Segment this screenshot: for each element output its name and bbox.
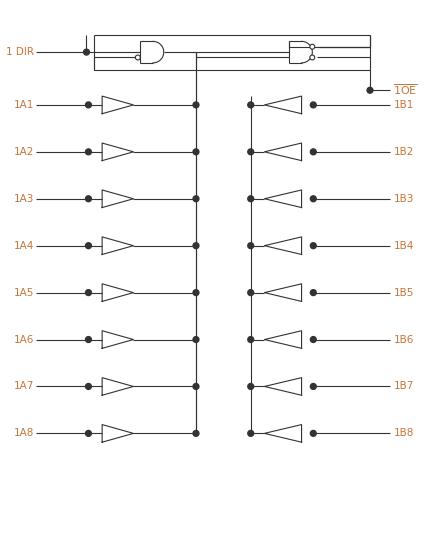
- Text: 1B4: 1B4: [394, 241, 414, 251]
- Circle shape: [83, 49, 89, 55]
- Text: 1A4: 1A4: [13, 241, 34, 251]
- Circle shape: [193, 243, 199, 249]
- Text: 1A1: 1A1: [13, 100, 34, 110]
- Circle shape: [135, 55, 140, 60]
- Circle shape: [193, 430, 199, 436]
- Text: 1B3: 1B3: [394, 194, 414, 204]
- Circle shape: [86, 290, 92, 295]
- Circle shape: [193, 290, 199, 295]
- Text: 1A6: 1A6: [13, 334, 34, 344]
- Circle shape: [86, 102, 92, 108]
- Circle shape: [310, 149, 316, 155]
- Text: 1B5: 1B5: [394, 288, 414, 298]
- Circle shape: [248, 149, 254, 155]
- Circle shape: [193, 149, 199, 155]
- Circle shape: [367, 87, 373, 93]
- Circle shape: [248, 383, 254, 390]
- Circle shape: [248, 196, 254, 202]
- Text: 1A7: 1A7: [13, 381, 34, 391]
- Text: 1B8: 1B8: [394, 428, 414, 439]
- Circle shape: [86, 337, 92, 343]
- Text: 1A5: 1A5: [13, 288, 34, 298]
- Circle shape: [310, 383, 316, 390]
- Text: 1B6: 1B6: [394, 334, 414, 344]
- Circle shape: [248, 243, 254, 249]
- Text: 1B1: 1B1: [394, 100, 414, 110]
- Text: 1 DIR: 1 DIR: [6, 47, 34, 57]
- Circle shape: [86, 430, 92, 436]
- Circle shape: [310, 196, 316, 202]
- Text: 1A8: 1A8: [13, 428, 34, 439]
- Circle shape: [310, 55, 315, 60]
- Circle shape: [248, 290, 254, 295]
- Circle shape: [310, 102, 316, 108]
- Circle shape: [86, 383, 92, 390]
- Text: 1A3: 1A3: [13, 194, 34, 204]
- Text: 1B7: 1B7: [394, 381, 414, 391]
- Circle shape: [248, 102, 254, 108]
- Circle shape: [248, 337, 254, 343]
- Text: 1A2: 1A2: [13, 147, 34, 157]
- Circle shape: [248, 430, 254, 436]
- Circle shape: [310, 243, 316, 249]
- Text: $\mathregular{\overline{1OE}}$: $\mathregular{\overline{1OE}}$: [394, 82, 418, 96]
- Circle shape: [193, 102, 199, 108]
- Circle shape: [86, 149, 92, 155]
- Circle shape: [193, 383, 199, 390]
- Circle shape: [310, 290, 316, 295]
- Circle shape: [310, 337, 316, 343]
- Circle shape: [310, 430, 316, 436]
- Circle shape: [193, 337, 199, 343]
- Circle shape: [86, 243, 92, 249]
- Circle shape: [310, 44, 315, 49]
- Circle shape: [193, 196, 199, 202]
- Circle shape: [86, 196, 92, 202]
- Text: 1B2: 1B2: [394, 147, 414, 157]
